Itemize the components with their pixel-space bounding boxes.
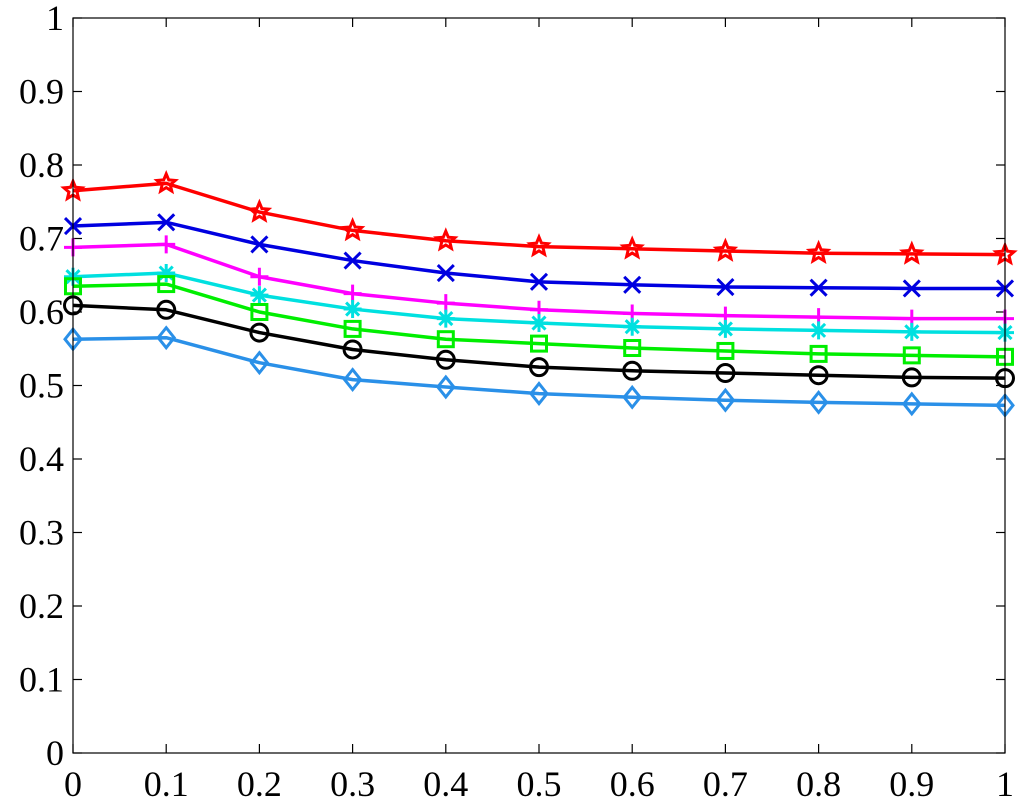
- y-tick-label: 0.2: [19, 586, 64, 626]
- circle-marker: [901, 367, 922, 388]
- diamond-marker: [435, 374, 456, 400]
- x-tick-label: 1: [996, 764, 1014, 804]
- asterisk-marker: [157, 264, 176, 283]
- circle-marker: [435, 349, 456, 370]
- asterisk-marker: [250, 286, 269, 305]
- x-tick-label: 0.2: [237, 764, 282, 804]
- asterisk-marker: [623, 317, 642, 336]
- diamond-marker: [529, 381, 549, 406]
- star-marker: [619, 235, 645, 260]
- diamond-marker: [901, 391, 922, 417]
- circle-marker: [249, 322, 270, 343]
- series-diamond: [63, 325, 1015, 418]
- x-marker: [343, 251, 362, 270]
- square-marker: [530, 334, 548, 353]
- y-tick-label: 0.7: [19, 219, 64, 259]
- star-marker: [339, 217, 366, 242]
- series-line: [72, 282, 1006, 359]
- x-marker: [809, 278, 828, 297]
- x-marker: [436, 263, 455, 283]
- square-marker: [623, 339, 642, 358]
- x-tick-label: 0.6: [610, 764, 655, 804]
- y-tick-label: 1: [46, 0, 64, 38]
- x-tick-label: 0.9: [889, 764, 934, 804]
- x-tick-label: 0.8: [796, 764, 841, 804]
- square-marker: [809, 344, 828, 363]
- circle-marker: [342, 339, 363, 360]
- circle-marker: [808, 365, 829, 386]
- circle-marker: [156, 299, 177, 320]
- asterisk-marker: [343, 300, 362, 319]
- square-marker: [250, 303, 269, 321]
- series-square: [64, 275, 1014, 366]
- y-tick-label: 0.3: [19, 513, 64, 553]
- y-tick-label: 0.6: [19, 292, 64, 332]
- series-line: [72, 335, 1006, 408]
- plot-series: [60, 169, 1018, 418]
- y-tick-label: 0: [46, 733, 64, 773]
- series-line: [72, 303, 1006, 380]
- series-line: [72, 181, 1006, 257]
- x-marker: [902, 279, 921, 298]
- square-marker: [436, 330, 455, 349]
- asterisk-marker: [716, 319, 735, 338]
- y-tick-label: 0.8: [19, 145, 64, 185]
- plus-marker: [250, 267, 269, 286]
- asterisk-marker: [902, 322, 921, 341]
- plus-marker: [343, 284, 362, 303]
- circle-marker: [715, 363, 736, 384]
- x-tick-label: 0: [64, 764, 82, 804]
- x-tick-label: 0.1: [144, 764, 189, 804]
- square-marker: [343, 319, 362, 338]
- x-tick-label: 0.5: [517, 764, 562, 804]
- asterisk-marker: [436, 309, 455, 328]
- series-x: [63, 213, 1015, 298]
- y-tick-label: 0.5: [19, 366, 64, 406]
- x-marker: [250, 235, 269, 254]
- asterisk-marker: [530, 314, 548, 333]
- diamond-marker: [156, 325, 177, 351]
- plot-area-frame: [72, 17, 1006, 754]
- x-tick-label: 0.3: [330, 764, 375, 804]
- plus-marker: [157, 235, 176, 254]
- y-tick-label: 0.4: [19, 439, 64, 479]
- x-marker: [623, 275, 642, 294]
- square-marker: [157, 275, 176, 294]
- circle-marker: [529, 357, 549, 378]
- series-line: [72, 220, 1005, 291]
- star-marker: [899, 240, 925, 265]
- asterisk-marker: [809, 321, 828, 340]
- square-marker: [902, 346, 921, 365]
- diamond-marker: [342, 367, 363, 393]
- x-marker: [529, 272, 549, 291]
- y-tick-label: 0.1: [19, 660, 64, 700]
- series-star: [60, 169, 1018, 266]
- tick-labels: 0 0.1 0.2 0.3 0.4 0.5 0.6 0.7 0.8 0.9 1 0 0.1 0.2 0.3 0…: [19, 0, 1014, 804]
- diamond-marker: [249, 350, 270, 376]
- square-marker: [716, 341, 735, 360]
- star-marker: [153, 169, 179, 195]
- diamond-marker: [715, 387, 736, 413]
- y-tick-label: 0.9: [19, 72, 64, 112]
- star-marker: [712, 237, 739, 262]
- diamond-marker: [622, 384, 643, 410]
- star-marker: [526, 233, 552, 258]
- x-tick-label: 0.4: [423, 764, 468, 804]
- plus-marker: [436, 294, 455, 313]
- star-marker: [805, 239, 832, 265]
- circle-marker: [622, 360, 643, 381]
- star-marker: [433, 227, 459, 252]
- star-marker: [246, 198, 273, 223]
- diamond-marker: [808, 390, 829, 415]
- x-marker: [157, 213, 176, 232]
- x-tick-label: 0.7: [703, 764, 748, 804]
- x-marker: [716, 277, 735, 297]
